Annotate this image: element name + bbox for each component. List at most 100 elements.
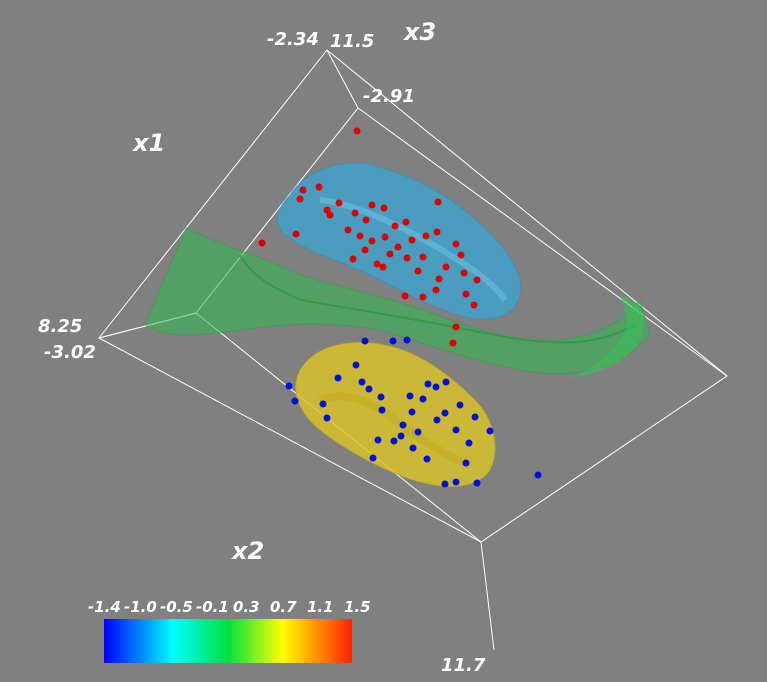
red-point — [433, 228, 441, 236]
tick-label-left-lower: -3.02 — [44, 342, 96, 363]
colorbar-tick-label: 1.5 — [344, 598, 371, 616]
blue-points — [285, 336, 542, 488]
red-point — [296, 195, 304, 203]
red-point — [315, 183, 323, 191]
red-point — [460, 269, 468, 277]
blue-point — [352, 361, 360, 369]
blue-point — [397, 432, 405, 440]
colorbar-tick-label: -1.4 — [88, 598, 121, 616]
red-point — [401, 292, 409, 300]
blue-point — [377, 393, 385, 401]
tick-label-top-left: -2.34 — [267, 29, 319, 50]
red-point — [362, 216, 370, 224]
red-point — [452, 240, 460, 248]
tick-label-top-right: 11.5 — [330, 31, 375, 52]
red-point — [380, 204, 388, 212]
blue-point — [465, 439, 473, 447]
blue-point — [441, 409, 449, 417]
box-edge — [480, 541, 495, 651]
sheet-fold — [239, 254, 636, 344]
red-point — [422, 232, 430, 240]
blue-point — [409, 444, 417, 452]
red-point — [299, 186, 307, 194]
axis-label-x2: x2 — [232, 537, 265, 565]
blue-point — [432, 383, 440, 391]
red-point — [419, 253, 427, 261]
red-point — [379, 263, 387, 271]
blue-point — [441, 480, 449, 488]
red-point — [470, 301, 478, 309]
blue-point — [319, 400, 327, 408]
red-point — [432, 286, 440, 294]
red-point — [457, 251, 465, 259]
tick-label-upper: -2.91 — [363, 86, 415, 107]
blue-point — [452, 478, 460, 486]
lower-blob-surface — [295, 341, 496, 487]
red-point — [335, 199, 343, 207]
blue-point — [389, 337, 397, 345]
blue-point — [424, 380, 432, 388]
blue-point — [442, 378, 450, 386]
blue-point — [378, 406, 386, 414]
blue-point — [471, 413, 479, 421]
red-point — [403, 254, 411, 262]
red-point — [408, 236, 416, 244]
red-point — [323, 206, 331, 214]
blue-blob-highlight — [319, 197, 508, 302]
red-point — [344, 226, 352, 234]
blue-point — [473, 479, 481, 487]
tick-label-bottom: 11.7 — [441, 655, 486, 676]
blue-point — [419, 395, 427, 403]
blue-point — [408, 408, 416, 416]
middle-sheet-surface — [144, 227, 651, 378]
red-point — [351, 209, 359, 217]
blue-point — [399, 421, 407, 429]
blue-point — [285, 382, 293, 390]
red-point — [452, 323, 460, 331]
colorbar-tick-label: 1.1 — [307, 598, 334, 616]
red-point — [292, 230, 300, 238]
blue-point — [369, 454, 377, 462]
red-point — [435, 275, 443, 283]
blue-point — [403, 336, 411, 344]
red-point — [473, 276, 481, 284]
red-point — [361, 246, 369, 254]
red-point — [434, 198, 442, 206]
red-point — [386, 250, 394, 258]
red-point — [381, 233, 389, 241]
red-point — [368, 237, 376, 245]
blue-point — [374, 436, 382, 444]
colorbar-tick-labels: -1.4 -1.0 -0.5 -0.1 0.3 0.7 1.1 1.5 — [88, 598, 378, 618]
blue-point — [423, 455, 431, 463]
blue-point — [361, 337, 369, 345]
colorbar-tick-label: -1.0 — [124, 598, 157, 616]
blue-point — [358, 378, 366, 386]
red-point — [356, 232, 364, 240]
red-point — [419, 293, 427, 301]
blue-point — [452, 426, 460, 434]
colorbar-gradient — [104, 619, 352, 663]
blue-point — [486, 427, 494, 435]
red-point — [394, 243, 402, 251]
blue-point — [291, 397, 299, 405]
red-point — [258, 239, 266, 247]
axis-label-x3: x3 — [404, 18, 437, 46]
blue-point — [334, 374, 342, 382]
yellow-blob-shade — [318, 392, 472, 469]
sheet-right-curl — [570, 295, 644, 378]
colorbar-tick-label: 0.7 — [270, 598, 297, 616]
blue-point — [534, 471, 542, 479]
colorbar-tick-label: -0.5 — [160, 598, 193, 616]
box-right-edges — [98, 49, 728, 543]
red-point — [442, 263, 450, 271]
red-point — [373, 260, 381, 268]
blue-point — [390, 437, 398, 445]
axis-label-x1: x1 — [133, 129, 166, 157]
blue-point — [414, 428, 422, 436]
blue-point — [433, 416, 441, 424]
red-point — [462, 290, 470, 298]
red-point — [391, 222, 399, 230]
blue-point — [456, 401, 464, 409]
red-point — [349, 255, 357, 263]
